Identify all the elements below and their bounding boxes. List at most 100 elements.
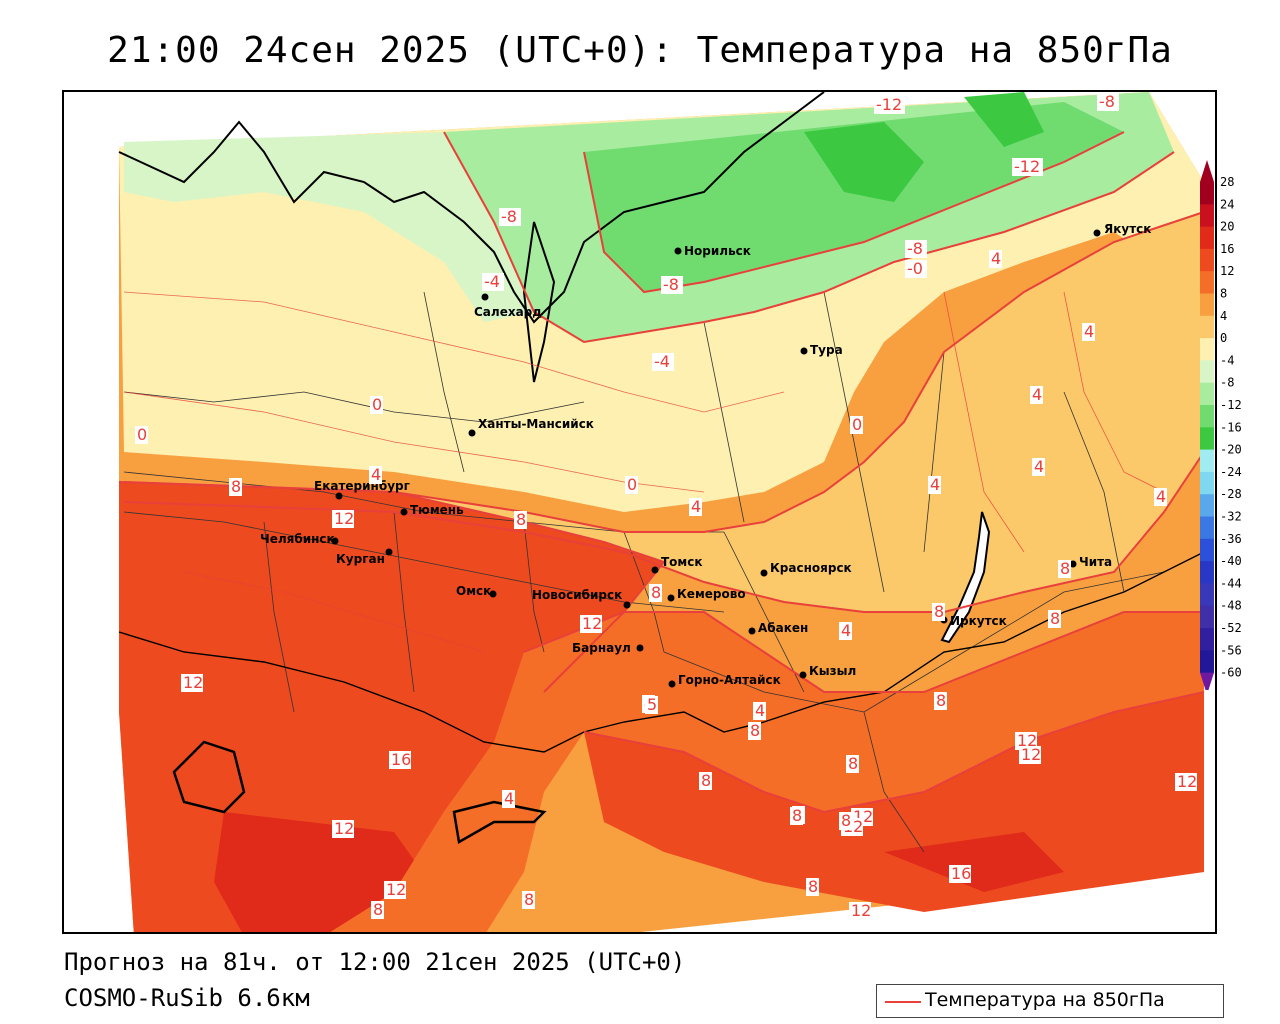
colorbar-tick-label: 0 <box>1220 331 1227 345</box>
isotherm-label: 12 <box>582 614 602 633</box>
isotherm-label-bg <box>949 865 971 883</box>
colorbar-tick-label: 12 <box>1220 264 1234 278</box>
colorbar-tick-label: 16 <box>1220 242 1234 256</box>
colorbar-tick-label: -20 <box>1220 443 1242 457</box>
isotherm-label-bg <box>1030 386 1043 404</box>
isotherm-label: -8 <box>663 275 679 294</box>
city-label: Томск <box>661 555 703 569</box>
isotherm-label-bg <box>753 702 766 720</box>
city-label: Омск <box>456 584 491 598</box>
isotherm-label: 0 <box>137 425 147 444</box>
isotherm-label: 8 <box>524 890 534 909</box>
isotherm-label-bg <box>625 476 638 494</box>
map-title: 21:00 24сен 2025 (UTC+0): Температура на… <box>107 30 1173 71</box>
colorbar-tick-label: 28 <box>1220 175 1234 189</box>
isotherm-label-bg <box>369 466 382 484</box>
colorbar-segment <box>1200 315 1214 339</box>
city-label: Норильск <box>684 244 751 258</box>
isotherm-label: 8 <box>516 510 526 529</box>
colorbar-segment <box>1200 182 1214 205</box>
colorbar-tick-label: -60 <box>1220 666 1242 680</box>
city-dot-kyzyl <box>799 671 807 679</box>
isotherm-label-bg <box>499 208 521 226</box>
city-dot-norilsk <box>674 247 682 255</box>
city-label: Красноярск <box>770 561 852 575</box>
colorbar-tick-label: -4 <box>1220 353 1234 367</box>
city-dot-tura <box>800 347 808 355</box>
isotherm-label: 12 <box>1017 731 1037 750</box>
zone-minus-12 <box>584 102 1124 292</box>
colorbar-segment <box>1200 628 1214 651</box>
city-label: Кызыл <box>809 664 856 678</box>
isotherm-label: -8 <box>501 207 517 226</box>
isotherm-label: -4 <box>654 352 670 371</box>
zone-16-20b <box>884 832 1064 892</box>
colorbar-tick-label: -36 <box>1220 532 1242 546</box>
isotherm-label: 8 <box>373 900 383 919</box>
colorbar-tick-label: 8 <box>1220 287 1227 301</box>
isotherm-label: 12 <box>183 673 203 692</box>
isotherm-label: 12 <box>334 819 354 838</box>
isotherm-label-bg <box>932 603 945 621</box>
legend-line-swatch <box>885 1001 921 1003</box>
city-label: Ханты-Мансийск <box>478 417 594 431</box>
model-name: COSMO-RuSib 6.6км <box>64 984 310 1012</box>
isotherm-label: 8 <box>750 721 760 740</box>
isotherm-label-bg <box>1058 560 1071 578</box>
colorbar-segment <box>1200 650 1214 674</box>
city-label: Курган <box>336 552 385 566</box>
colorbar-segment <box>1200 271 1214 294</box>
isotherm-label: 4 <box>841 621 851 640</box>
isotherm-label: 8 <box>651 583 661 602</box>
isotherm-label-bg <box>371 901 384 919</box>
isotherm-label-bg <box>846 755 859 773</box>
isotherm-label: 4 <box>1032 385 1042 404</box>
isotherm-label-bg <box>1175 773 1197 791</box>
isotherm-label: 4 <box>1084 322 1094 341</box>
isotherm-label: -12 <box>876 95 902 114</box>
isotherm-label-bg <box>790 807 803 825</box>
city-label: Барнаул <box>572 641 631 655</box>
colorbar-segment <box>1200 538 1214 562</box>
colorbar-segment <box>1200 382 1214 406</box>
zone-8-12 <box>330 612 1204 932</box>
isotherm-label-bg <box>580 615 602 633</box>
isotherm-label-bg <box>1082 323 1095 341</box>
isotherm-label: 4 <box>755 701 765 720</box>
isotherm-label: -4 <box>484 272 500 291</box>
isotherm-label-bg <box>370 396 383 414</box>
isotherm-label-bg <box>229 478 242 496</box>
isotherm-label: 8 <box>1060 559 1070 578</box>
colorbar-segment <box>1200 204 1214 228</box>
isotherm-label-bg <box>806 878 819 896</box>
city-dot-omsk <box>489 590 497 598</box>
isotherm-label: -8 <box>1099 92 1115 111</box>
isotherm-label-bg <box>181 674 203 692</box>
colorbar-segment <box>1200 338 1214 361</box>
city-label: Челябинск <box>260 532 335 546</box>
isotherm-label: 8 <box>841 811 851 830</box>
colorbar-tick-label: 20 <box>1220 220 1234 234</box>
colorbar-segment <box>1200 561 1214 584</box>
isotherm-label: 8 <box>701 771 711 790</box>
isotherm-label-bg <box>135 426 148 444</box>
city-markers <box>331 229 1101 688</box>
isotherm-label-bg <box>874 96 905 114</box>
isotherm-label: 8 <box>934 602 944 621</box>
colorbar-tick-label: -24 <box>1220 465 1242 479</box>
colorbar-segment <box>1200 605 1214 629</box>
isotherm-label: 12 <box>334 509 354 528</box>
isotherm-label: 12 <box>851 901 871 920</box>
isotherm-label: 8 <box>936 691 946 710</box>
colorbar-tick-label: -12 <box>1220 398 1242 412</box>
colorbar-segment <box>1200 449 1214 473</box>
legend-label: Температура на 850гПа <box>925 989 1165 1011</box>
isotherm-label-bg <box>849 902 871 920</box>
isotherm-label-bg <box>699 772 712 790</box>
temperature-map: Якутск Норильск Салехард Тура Ханты-Манс… <box>62 90 1217 934</box>
isotherm-label: 0 <box>852 415 862 434</box>
isotherm-label: 8 <box>231 477 241 496</box>
isotherm-label: 5 <box>647 695 657 714</box>
isotherm-label-bg <box>522 891 535 909</box>
isotherm-label-bg <box>1015 732 1037 750</box>
